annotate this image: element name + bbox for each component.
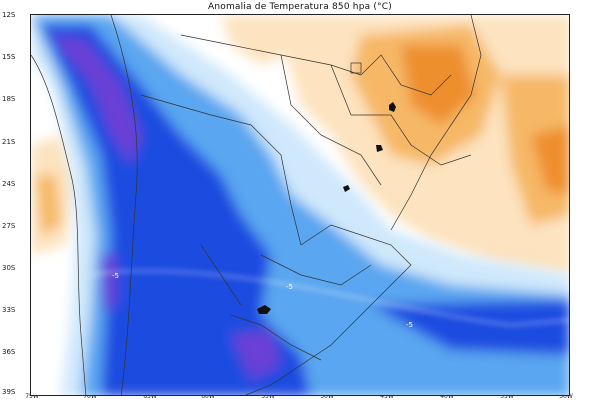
- temperature-anomaly-map: [30, 14, 570, 396]
- border-interior-1: [280, 54, 382, 186]
- border-argentina-interior: [200, 244, 242, 306]
- contour-layer: [90, 270, 569, 326]
- coastline-east: [390, 15, 482, 231]
- lat-label: 36S: [2, 348, 16, 356]
- political-borders: [31, 15, 482, 395]
- border-bolivia-paraguay: [140, 94, 302, 246]
- terrain-marks: [257, 102, 396, 314]
- contour-label: -5: [406, 321, 413, 329]
- lat-label: 18S: [2, 95, 16, 103]
- border-rio-plata: [230, 314, 322, 361]
- lon-label: 60W: [201, 393, 215, 400]
- border-interior-3: [360, 54, 452, 96]
- lon-label: 50W: [320, 393, 334, 400]
- contour-label: -5: [112, 272, 119, 280]
- lat-label: 21S: [2, 138, 16, 146]
- contour-label: -5: [286, 283, 293, 291]
- cold-anomaly-layer: [31, 15, 569, 395]
- lat-label: 24S: [2, 180, 16, 188]
- map-title: Anomalia de Temperatura 850 hpa (°C): [207, 2, 393, 12]
- warm-anomaly-layer: [31, 15, 569, 275]
- border-df: [350, 62, 362, 74]
- lon-label: 70W: [83, 393, 97, 400]
- coastline-west: [31, 54, 87, 395]
- lon-label: 40W: [440, 393, 454, 400]
- lat-label: 30S: [2, 264, 16, 272]
- lon-label: 75W: [25, 393, 39, 400]
- lat-label: 39S: [2, 388, 16, 396]
- lat-label: 33S: [2, 306, 16, 314]
- lon-label: 45W: [380, 393, 394, 400]
- border-southeast: [245, 224, 412, 395]
- lat-label: 15S: [2, 53, 16, 61]
- lat-label: 27S: [2, 222, 16, 230]
- lon-label: 65W: [143, 393, 157, 400]
- border-interior-2: [330, 64, 472, 166]
- lon-label: 35W: [500, 393, 514, 400]
- anomaly-field: [31, 15, 569, 395]
- lon-label: 30W: [559, 393, 573, 400]
- border-andes: [110, 15, 138, 395]
- border-uruguay: [260, 254, 372, 286]
- lon-label: 55W: [261, 393, 275, 400]
- lat-label: 12S: [2, 11, 16, 19]
